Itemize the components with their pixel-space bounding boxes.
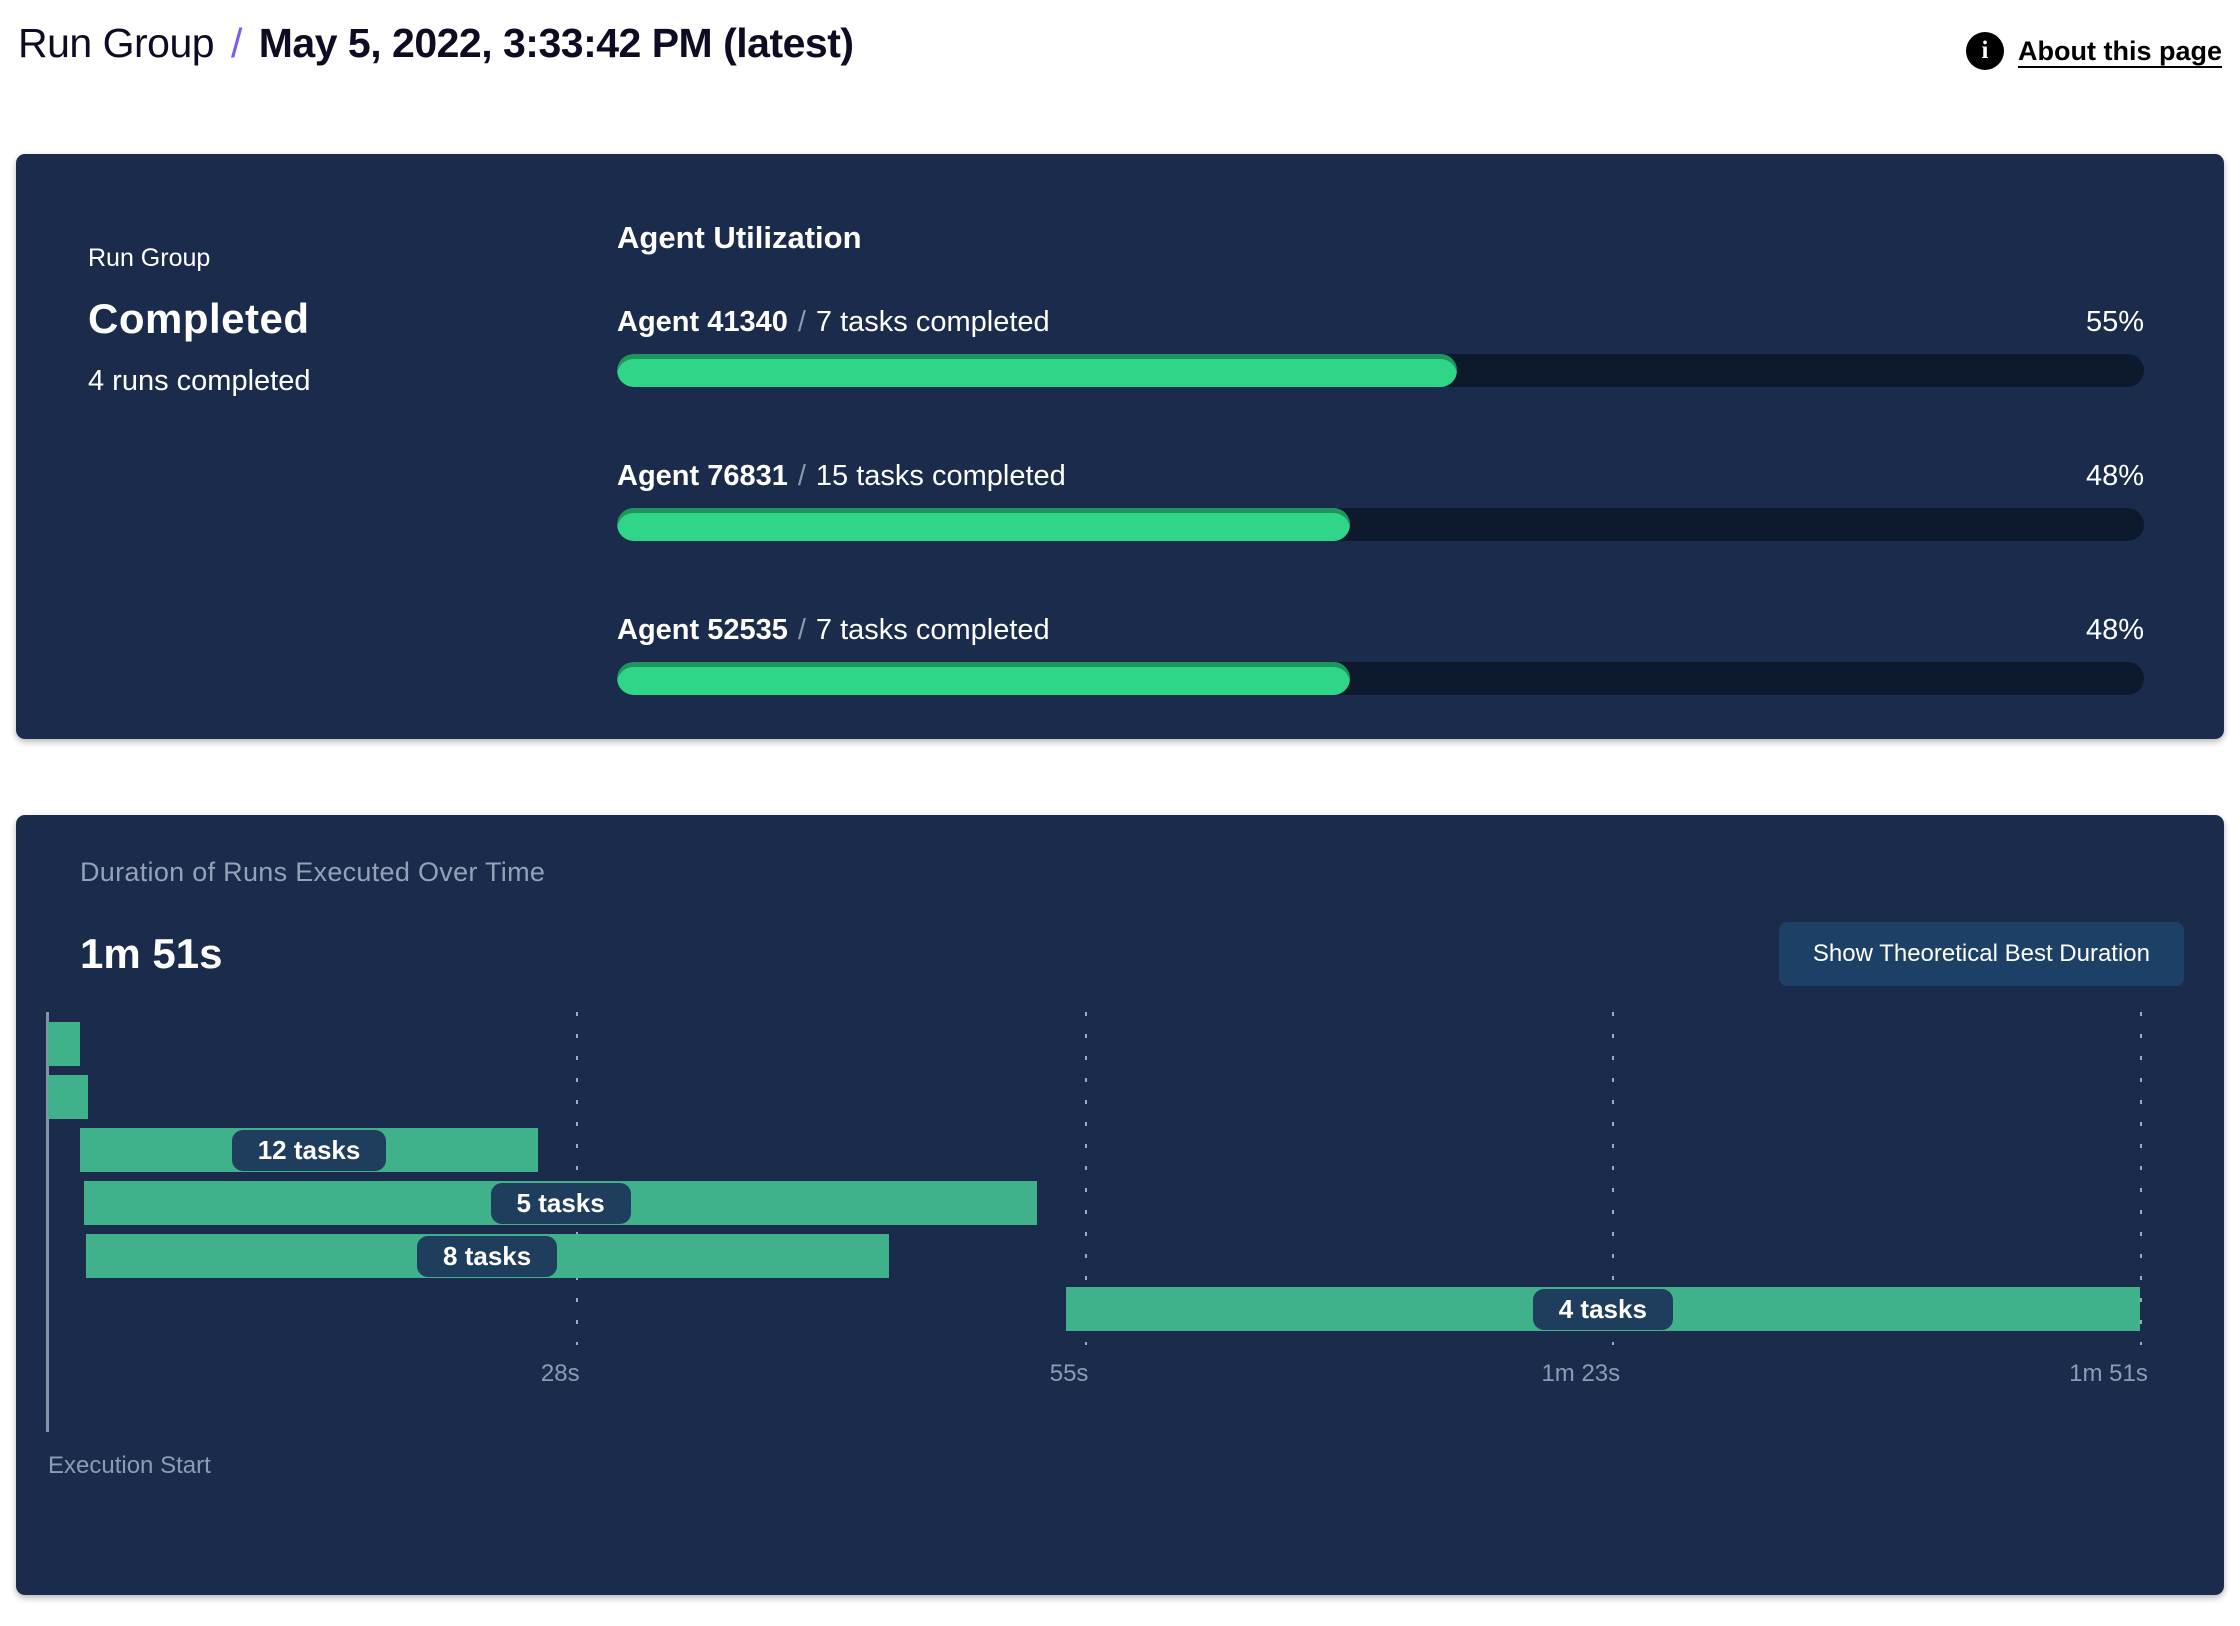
run-bar[interactable] bbox=[48, 1075, 88, 1119]
gridline bbox=[1612, 1012, 1615, 1345]
task-count-pill: 5 tasks bbox=[490, 1182, 631, 1224]
run-group-label: Run Group bbox=[88, 244, 211, 272]
gantt-row: 8 tasks bbox=[48, 1234, 2140, 1278]
runs-completed-count: 4 runs completed bbox=[88, 365, 311, 397]
show-theoretical-best-duration-button[interactable]: Show Theoretical Best Duration bbox=[1778, 922, 2184, 986]
run-bar[interactable] bbox=[48, 1022, 81, 1066]
page-header: Run Group / May 5, 2022, 3:33:42 PM (lat… bbox=[0, 0, 2240, 96]
progress-fill bbox=[617, 662, 1350, 695]
run-bar[interactable]: 8 tasks bbox=[85, 1234, 889, 1278]
run-bar[interactable]: 4 tasks bbox=[1065, 1287, 2140, 1331]
run-group-status-panel: Run Group Completed 4 runs completed Age… bbox=[16, 154, 2224, 739]
execution-start-label: Execution Start bbox=[48, 1452, 211, 1479]
duration-chart-title: Duration of Runs Executed Over Time bbox=[80, 857, 546, 887]
run-bar[interactable]: 5 tasks bbox=[83, 1181, 1038, 1225]
gridline bbox=[2140, 1012, 2142, 1345]
agent-utilization-percent: 48% bbox=[2085, 460, 2144, 492]
run-bar[interactable]: 12 tasks bbox=[80, 1128, 538, 1172]
total-duration-value: 1m 51s bbox=[80, 930, 223, 977]
gantt-row: 12 tasks bbox=[48, 1128, 2140, 1172]
agent-separator: / bbox=[797, 306, 806, 338]
gantt-chart: 12 tasks 5 tasks 8 tasks 4 tasks 28s 55s 1m 2… bbox=[46, 1012, 2148, 1482]
task-count-pill: 4 tasks bbox=[1532, 1288, 1673, 1330]
breadcrumb-root: Run Group bbox=[18, 20, 215, 66]
about-link-label: About this page bbox=[2018, 35, 2222, 66]
progress-fill bbox=[617, 354, 1457, 387]
agent-utilization-percent: 55% bbox=[2085, 306, 2144, 338]
agent-name: Agent 76831 bbox=[617, 460, 788, 492]
gantt-row: 4 tasks bbox=[48, 1287, 2140, 1331]
agent-name: Agent 52535 bbox=[617, 614, 788, 646]
task-count-pill: 12 tasks bbox=[231, 1129, 387, 1171]
axis-tick-label: 1m 51s bbox=[2069, 1360, 2148, 1387]
duration-panel: Duration of Runs Executed Over Time 1m 5… bbox=[16, 815, 2224, 1595]
axis-tick-label: 1m 23s bbox=[1541, 1360, 1621, 1387]
gantt-row bbox=[48, 1075, 2140, 1119]
page-title: Run Group / May 5, 2022, 3:33:42 PM (lat… bbox=[18, 14, 854, 67]
gantt-row bbox=[48, 1022, 2140, 1066]
agent-utilization-section: Agent Utilization Agent 41340 / 7 tasks … bbox=[617, 218, 2144, 739]
agent-name: Agent 41340 bbox=[617, 306, 788, 338]
gridline bbox=[575, 1012, 578, 1345]
about-this-page-link[interactable]: i About this page bbox=[1966, 32, 2222, 70]
task-count-pill: 8 tasks bbox=[417, 1235, 558, 1277]
agent-separator: / bbox=[797, 614, 806, 646]
progress-track bbox=[617, 508, 2144, 541]
gantt-rows: 12 tasks 5 tasks 8 tasks 4 tasks bbox=[48, 1012, 2140, 1331]
agent-separator: / bbox=[797, 460, 806, 492]
execution-start-axis-line bbox=[46, 1012, 49, 1432]
agent-utilization-heading: Agent Utilization bbox=[617, 220, 862, 255]
agent-row: Agent 76831 / 15 tasks completed 48% bbox=[617, 460, 2144, 541]
agent-row: Agent 41340 / 7 tasks completed 55% bbox=[617, 306, 2144, 387]
run-group-title: May 5, 2022, 3:33:42 PM (latest) bbox=[258, 20, 854, 66]
progress-fill bbox=[617, 508, 1350, 541]
run-group-status-value: Completed bbox=[88, 295, 310, 342]
run-group-status-column: Run Group Completed 4 runs completed bbox=[88, 218, 617, 739]
agent-tasks-completed: 15 tasks completed bbox=[815, 460, 1066, 492]
axis-tick-label: 28s bbox=[540, 1360, 580, 1387]
info-icon: i bbox=[1966, 32, 2004, 70]
gridline bbox=[1084, 1012, 1087, 1345]
progress-track bbox=[617, 662, 2144, 695]
agent-tasks-completed: 7 tasks completed bbox=[815, 306, 1050, 338]
agent-tasks-completed: 7 tasks completed bbox=[815, 614, 1050, 646]
gantt-row: 5 tasks bbox=[48, 1181, 2140, 1225]
progress-track bbox=[617, 354, 2144, 387]
axis-tick-label: 55s bbox=[1049, 1360, 1089, 1387]
agent-utilization-percent: 48% bbox=[2085, 614, 2144, 646]
breadcrumb-separator: / bbox=[230, 20, 242, 66]
agent-row: Agent 52535 / 7 tasks completed 48% bbox=[617, 614, 2144, 695]
